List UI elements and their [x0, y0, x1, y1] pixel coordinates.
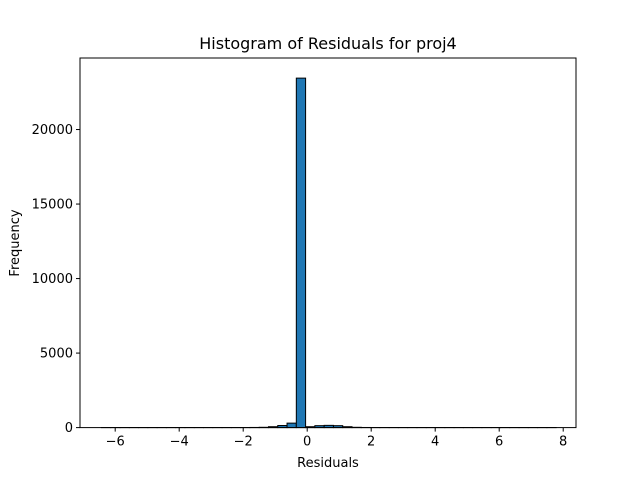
plot-frame	[79, 57, 577, 429]
x-tick-label-2: −2	[234, 435, 253, 450]
histogram-bar-21	[295, 77, 307, 429]
y-tick-label-4: 20000	[32, 123, 73, 138]
x-tick-label-0: −6	[106, 435, 125, 450]
y-ticks: 0 5000 10000 15000 20000	[32, 123, 80, 436]
x-tick-label-5: 4	[431, 435, 439, 450]
y-tick-label-1: 5000	[40, 347, 73, 362]
y-axis-label: Frequency	[8, 209, 23, 276]
histogram-bar-20	[286, 422, 297, 429]
x-tick-label-7: 8	[559, 435, 567, 450]
chart-title: Histogram of Residuals for proj4	[199, 34, 456, 53]
y-tick-label-0: 0	[65, 421, 73, 436]
x-axis-label: Residuals	[297, 456, 359, 471]
x-tick-label-1: −4	[170, 435, 189, 450]
x-tick-label-6: 6	[495, 435, 503, 450]
x-tick-label-4: 2	[367, 435, 375, 450]
x-tick-label-3: 0	[303, 435, 311, 450]
x-ticks: −6 −4 −2 0 2 4 6 8	[106, 427, 567, 450]
y-tick-label-3: 15000	[32, 198, 73, 213]
y-tick-label-2: 10000	[32, 272, 73, 287]
